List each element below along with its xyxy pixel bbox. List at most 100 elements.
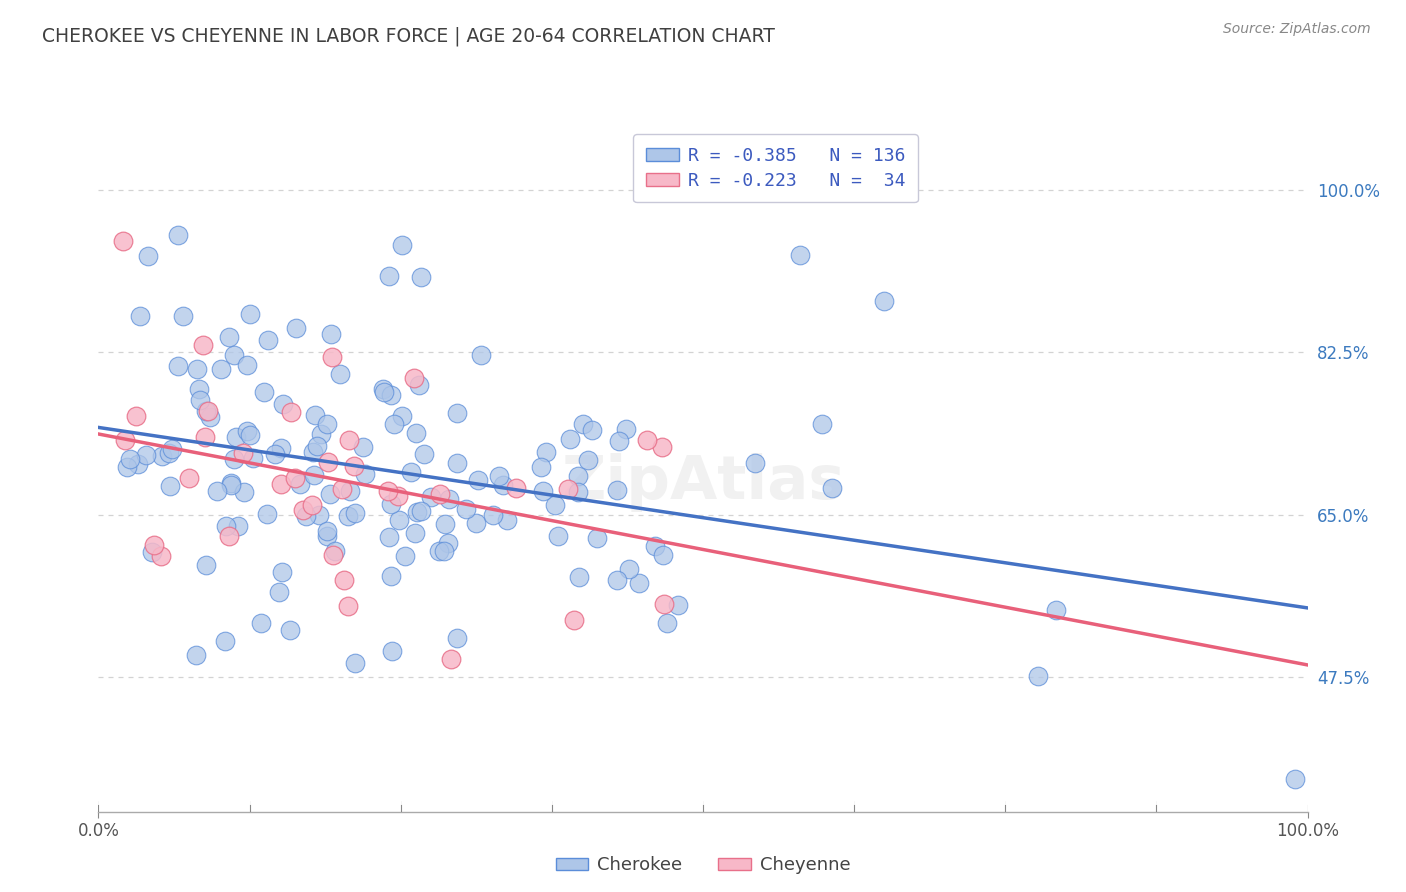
Point — [353, 467, 375, 482]
Point — [636, 434, 658, 448]
Point — [544, 498, 567, 512]
Point — [581, 423, 603, 437]
Point — [655, 615, 678, 630]
Point — [219, 476, 242, 491]
Point — [391, 409, 413, 423]
Point — [651, 440, 673, 454]
Point — [429, 544, 451, 558]
Point — [496, 513, 519, 527]
Point — [270, 442, 292, 456]
Point — [568, 570, 591, 584]
Point — [222, 451, 245, 466]
Point — [377, 484, 399, 499]
Point — [111, 234, 134, 248]
Point — [291, 503, 314, 517]
Point — [214, 634, 236, 648]
Point — [437, 535, 460, 549]
Point — [333, 573, 356, 587]
Point — [434, 517, 457, 532]
Point — [567, 485, 589, 500]
Point — [336, 508, 359, 523]
Point — [141, 545, 163, 559]
Point — [129, 310, 152, 324]
Point — [319, 326, 342, 341]
Point — [820, 481, 842, 495]
Point — [337, 434, 360, 448]
Point — [184, 648, 207, 662]
Point — [218, 329, 240, 343]
Point — [195, 404, 218, 418]
Point — [143, 538, 166, 552]
Point — [651, 548, 673, 562]
Point — [644, 539, 666, 553]
Point — [391, 238, 413, 252]
Point — [270, 476, 292, 491]
Point — [572, 417, 595, 431]
Point — [250, 615, 273, 630]
Point — [567, 469, 589, 483]
Point — [607, 434, 630, 448]
Point — [150, 450, 173, 464]
Point — [308, 508, 330, 523]
Point — [315, 529, 337, 543]
Point — [380, 569, 402, 583]
Point — [239, 307, 262, 321]
Point — [215, 519, 238, 533]
Point — [412, 446, 434, 460]
Point — [614, 422, 637, 436]
Point — [419, 490, 441, 504]
Point — [194, 430, 217, 444]
Text: CHEROKEE VS CHEYENNE IN LABOR FORCE | AGE 20-64 CORRELATION CHART: CHEROKEE VS CHEYENNE IN LABOR FORCE | AG… — [42, 27, 775, 46]
Point — [115, 460, 138, 475]
Point — [219, 477, 242, 491]
Point — [557, 482, 579, 496]
Point — [271, 566, 294, 580]
Point — [284, 471, 307, 485]
Point — [1045, 603, 1067, 617]
Point — [316, 455, 339, 469]
Point — [136, 249, 159, 263]
Point — [159, 479, 181, 493]
Point — [531, 483, 554, 498]
Point — [267, 585, 290, 599]
Point — [606, 483, 628, 497]
Point — [406, 505, 429, 519]
Point — [619, 562, 641, 576]
Point — [467, 473, 489, 487]
Point — [446, 631, 468, 645]
Point — [405, 425, 427, 440]
Point — [319, 486, 342, 500]
Point — [190, 392, 212, 407]
Point — [222, 348, 245, 362]
Point — [301, 498, 323, 512]
Point — [120, 451, 142, 466]
Point — [446, 406, 468, 420]
Point — [236, 425, 259, 439]
Point — [399, 465, 422, 479]
Point — [218, 529, 240, 543]
Point — [195, 558, 218, 572]
Point — [256, 507, 278, 521]
Point — [257, 333, 280, 347]
Legend: Cherokee, Cheyenne: Cherokee, Cheyenne — [548, 849, 858, 881]
Point — [198, 409, 221, 424]
Point — [585, 531, 607, 545]
Point — [149, 549, 172, 563]
Point — [315, 417, 337, 432]
Point — [558, 432, 581, 446]
Point — [464, 516, 486, 531]
Point — [409, 504, 432, 518]
Point — [167, 228, 190, 243]
Point — [488, 469, 510, 483]
Point — [456, 502, 478, 516]
Point — [381, 644, 404, 658]
Point — [284, 321, 307, 335]
Point — [378, 268, 401, 283]
Point — [409, 270, 432, 285]
Point — [316, 524, 339, 538]
Point — [329, 367, 352, 381]
Point — [302, 445, 325, 459]
Point — [337, 599, 360, 613]
Point — [873, 294, 896, 309]
Point — [233, 485, 256, 500]
